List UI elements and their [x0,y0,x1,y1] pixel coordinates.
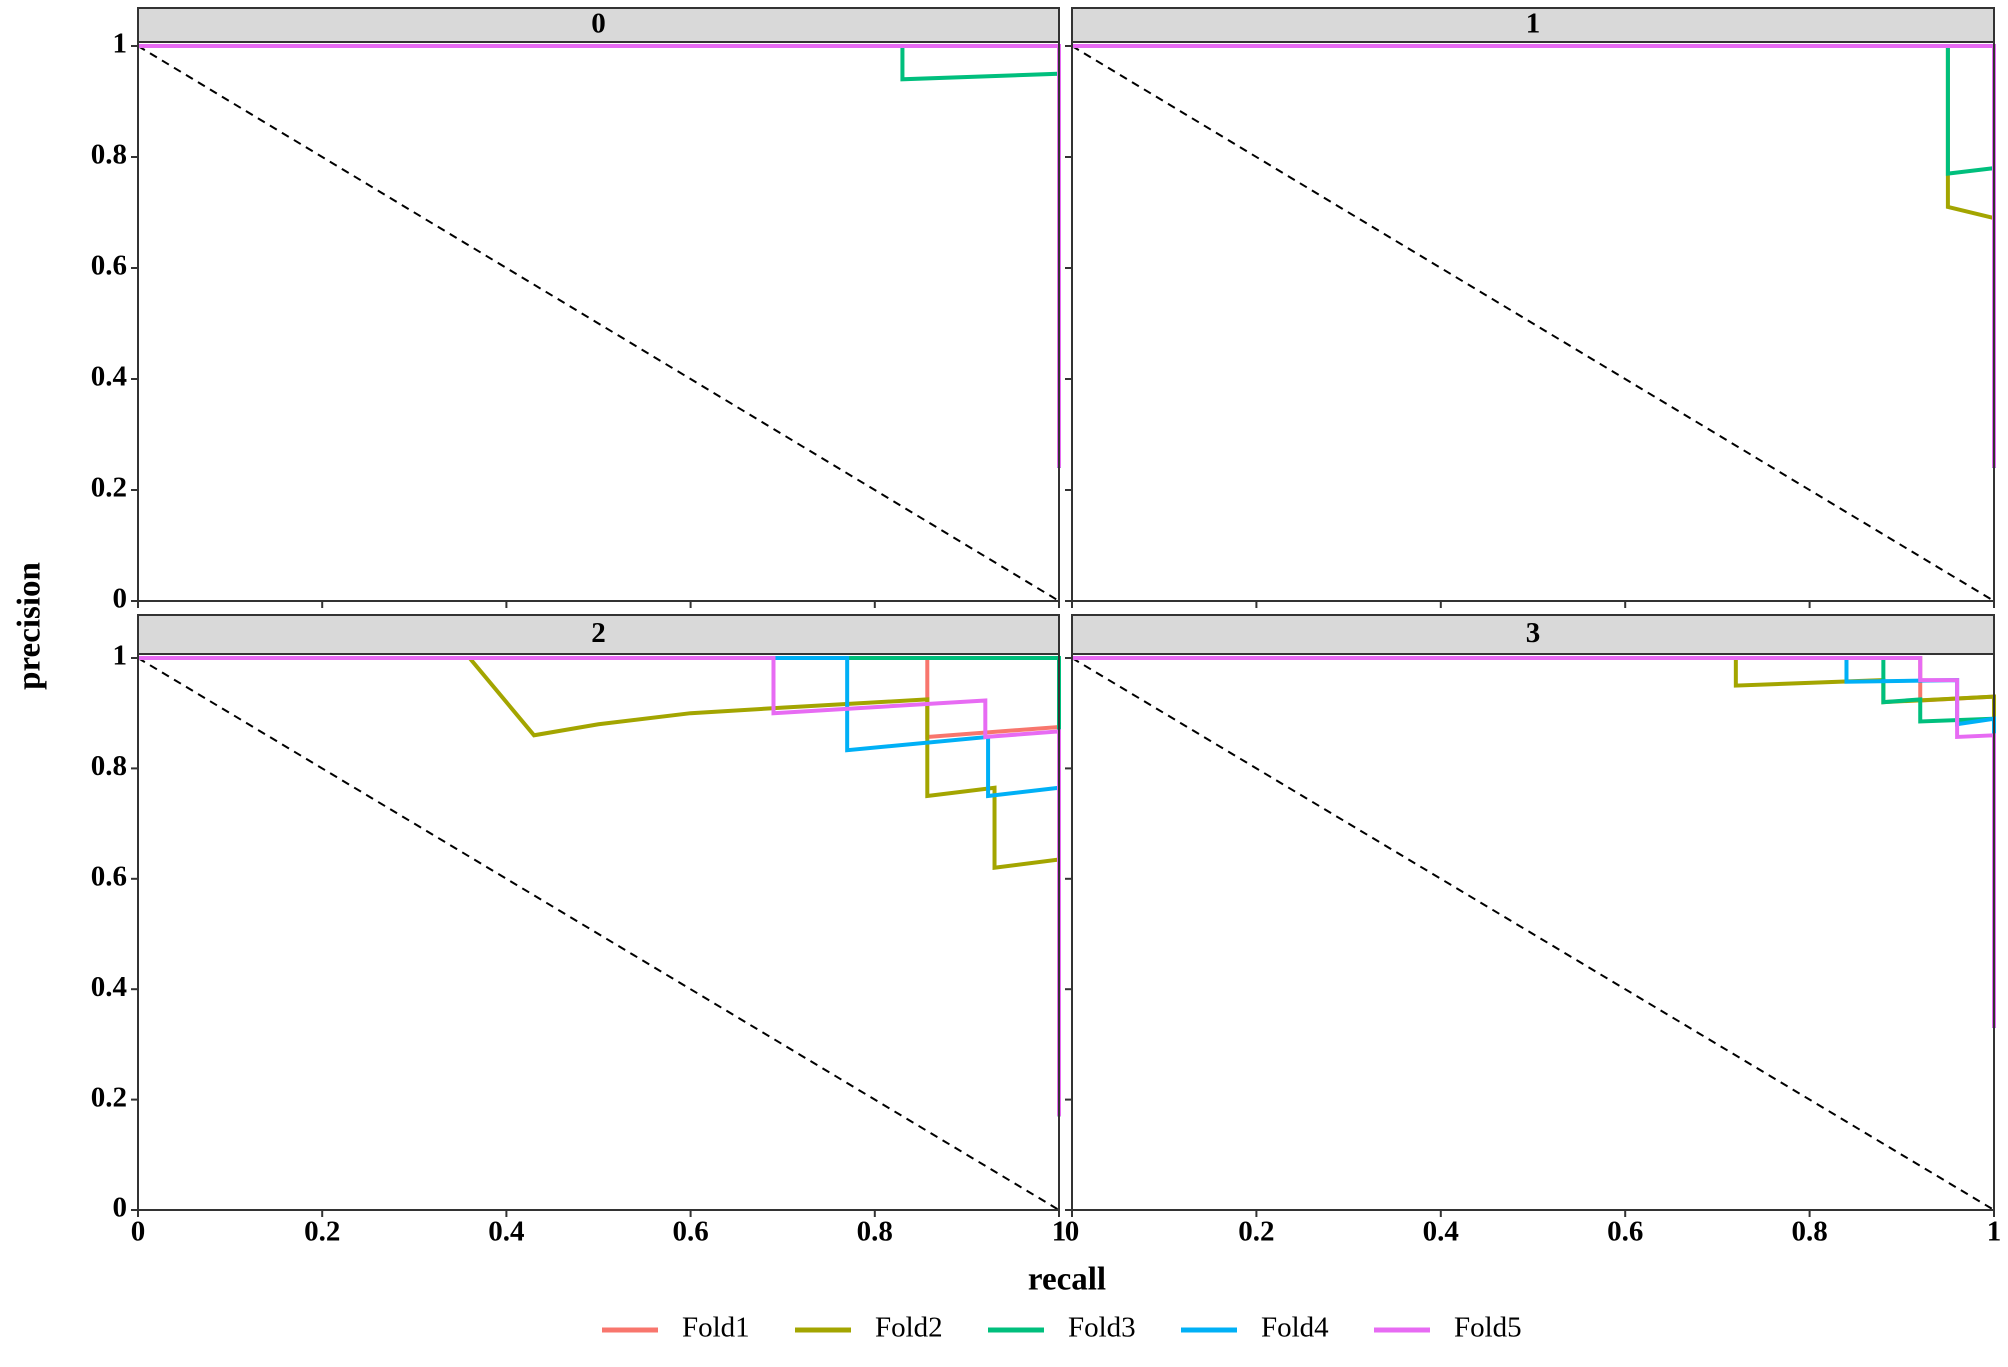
strip [1071,7,1995,43]
x-tick-label: 1 [1052,1216,1067,1248]
legend-label: Fold4 [1261,1312,1329,1344]
strip-title: 0 [591,8,606,40]
y-tick-label: 0.2 [91,472,127,504]
x-tick-label: 0.8 [857,1216,893,1248]
x-tick-label: 0 [1065,1216,1080,1248]
legend-label: Fold1 [682,1312,750,1344]
y-tick-label: 0.6 [91,250,127,282]
panel-background [1072,654,1994,1210]
strip-title: 3 [1526,617,1541,649]
y-tick-label: 0.4 [91,971,127,1003]
y-tick-label: 0 [113,1192,128,1224]
pr-curve [138,656,1061,1117]
x-tick-label: 1 [1987,1216,2002,1248]
y-tick-label: 0.4 [91,361,127,393]
y-axis-title: precision [12,562,48,690]
y-tick-label: 0.8 [91,750,127,782]
y-tick-label: 1 [113,28,128,60]
x-tick-label: 0.6 [672,1216,708,1248]
strip-title: 2 [591,617,606,649]
x-axis-title: recall [1028,1262,1106,1298]
y-tick-label: 0.2 [91,1081,127,1113]
panel-background [138,42,1059,601]
reference-line [137,657,1060,1211]
y-tick-label: 0.8 [91,139,127,171]
y-tick-label: 0.6 [91,860,127,892]
reference-line [1071,657,1995,1211]
x-tick-label: 0.6 [1607,1216,1643,1248]
strip [137,7,1060,43]
x-tick-label: 0.2 [1238,1216,1274,1248]
x-tick-label: 0.4 [488,1216,524,1248]
x-tick-label: 0.2 [304,1216,340,1248]
legend-label: Fold5 [1454,1312,1522,1344]
x-tick-label: 0.8 [1791,1216,1827,1248]
y-tick-label: 1 [113,640,128,672]
reference-line [1071,45,1995,602]
legend-label: Fold2 [875,1312,943,1344]
reference-line [137,45,1060,602]
strip [137,614,1060,655]
strip-title: 1 [1526,8,1541,40]
legend-label: Fold3 [1068,1312,1136,1344]
strip [1071,614,1995,655]
y-tick-label: 0 [113,583,128,615]
x-tick-label: 0.4 [1423,1216,1459,1248]
x-tick-label: 0 [131,1216,146,1248]
